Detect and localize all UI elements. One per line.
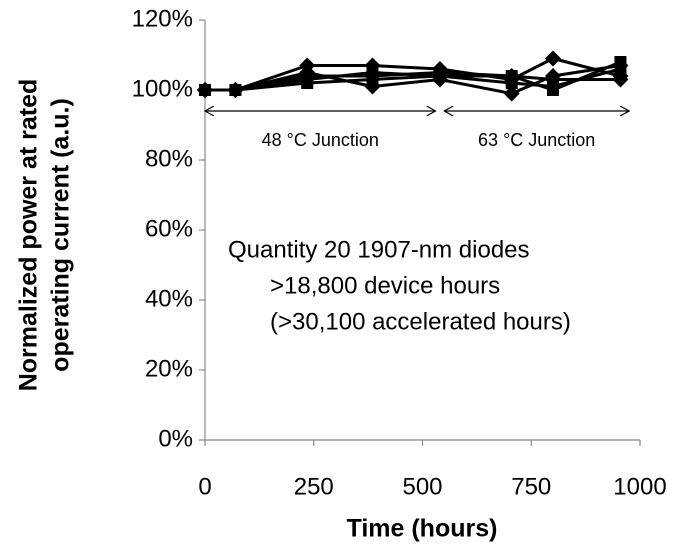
y-tick-label: 60% bbox=[145, 215, 193, 242]
note: Quantity 20 1907-nm diodes bbox=[228, 236, 530, 263]
data-point bbox=[299, 68, 316, 84]
data-point bbox=[227, 82, 244, 98]
y-tick-label: 100% bbox=[132, 75, 193, 102]
note: (>30,100 accelerated hours) bbox=[270, 308, 571, 335]
y-axis-title: operating current (a.u.) bbox=[47, 98, 75, 372]
data-point bbox=[503, 68, 520, 84]
data-point bbox=[364, 68, 381, 84]
y-tick-label: 0% bbox=[158, 425, 193, 452]
y-axis-title: Normalized power at rated bbox=[15, 79, 43, 392]
x-axis-title: Time (hours) bbox=[347, 515, 498, 543]
x-tick-label: 750 bbox=[511, 473, 551, 500]
data-point bbox=[431, 64, 448, 81]
annotation: 63 °C Junction bbox=[478, 130, 595, 150]
data-point bbox=[364, 78, 381, 95]
x-tick-label: 250 bbox=[294, 473, 334, 500]
data-point bbox=[614, 63, 627, 75]
data-point bbox=[503, 85, 520, 102]
data-point bbox=[612, 71, 629, 88]
annotation: 48 °C Junction bbox=[262, 130, 379, 150]
y-tick-label: 120% bbox=[132, 5, 193, 32]
x-tick-label: 500 bbox=[402, 473, 442, 500]
data-point bbox=[197, 82, 213, 98]
x-tick-label: 1000 bbox=[613, 473, 666, 500]
y-tick-label: 40% bbox=[145, 285, 193, 312]
data-point bbox=[545, 71, 561, 88]
data-point bbox=[545, 50, 561, 67]
y-tick-label: 80% bbox=[145, 145, 193, 172]
y-tick-label: 20% bbox=[145, 355, 193, 382]
note: >18,800 device hours bbox=[270, 272, 500, 299]
x-tick-label: 0 bbox=[198, 473, 211, 500]
